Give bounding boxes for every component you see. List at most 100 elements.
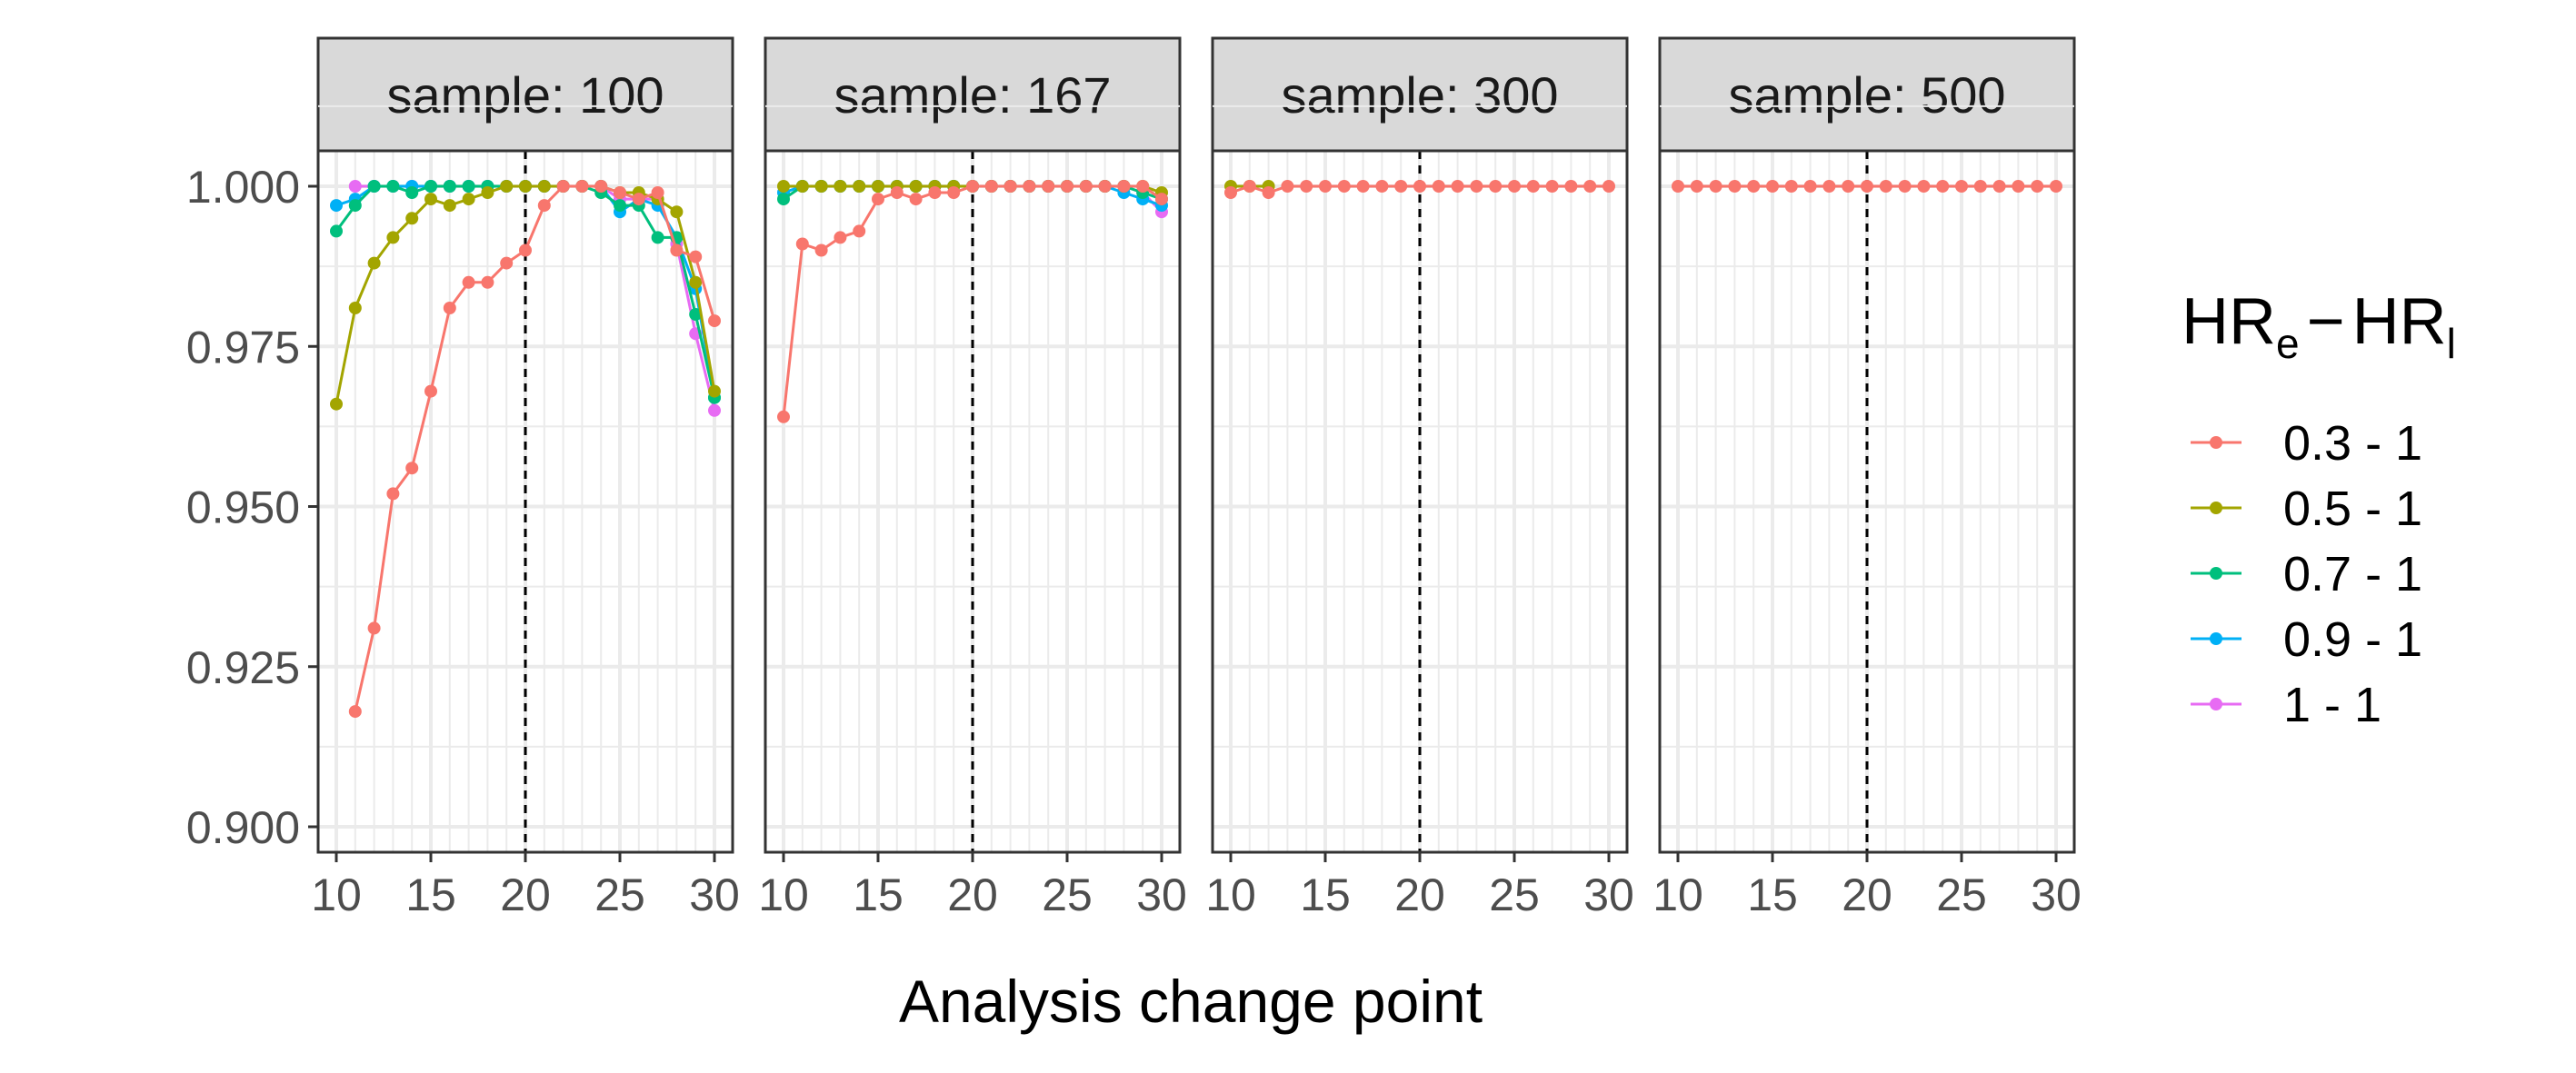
data-point <box>670 205 684 219</box>
x-tick-label: 10 <box>1205 869 1256 920</box>
data-point <box>1803 180 1817 193</box>
data-point <box>462 275 475 289</box>
data-point <box>795 237 809 251</box>
data-point <box>1992 180 2006 193</box>
data-point <box>386 180 400 193</box>
data-point <box>1023 180 1036 193</box>
data-point <box>984 180 998 193</box>
y-tick-label: 1.000 <box>186 162 300 213</box>
x-tick-label: 25 <box>594 869 645 920</box>
data-point <box>853 180 866 193</box>
data-point <box>1672 180 1684 193</box>
data-point <box>1842 180 1855 193</box>
x-tick-label: 25 <box>1489 869 1540 920</box>
data-point <box>708 314 721 328</box>
data-point <box>795 180 809 193</box>
panel-gridlines <box>1213 104 1627 852</box>
data-point <box>2031 180 2044 193</box>
data-point <box>1690 180 1703 193</box>
data-point <box>1003 180 1017 193</box>
legend-label: 0.5 - 1 <box>2283 482 2422 536</box>
data-point <box>367 256 381 270</box>
data-point <box>481 275 494 289</box>
legend-label: 0.9 - 1 <box>2283 612 2422 667</box>
series-0-3-1 <box>1672 180 2062 193</box>
legend-key-point <box>2210 436 2222 449</box>
x-tick-label: 10 <box>1652 869 1703 920</box>
data-point <box>1432 180 1445 193</box>
legend-item-0-3-1: 0.3 - 1 <box>2191 416 2422 471</box>
panel-strip <box>316 36 734 153</box>
data-point <box>814 180 828 193</box>
x-axis-ticks: 10 15 20 25 30 <box>311 852 740 920</box>
data-point <box>405 462 419 475</box>
legend-key-point <box>2210 698 2222 710</box>
data-point <box>1603 180 1615 193</box>
legend-key-point <box>2210 502 2222 514</box>
data-point <box>834 231 847 244</box>
panel-strip-label: sample: 167 <box>834 66 1111 124</box>
y-tick-label: 0.975 <box>186 322 300 373</box>
data-point <box>443 180 456 193</box>
data-point <box>556 180 570 193</box>
data-point <box>947 186 961 199</box>
data-point <box>537 180 551 193</box>
legend-items: 0.3 - 1 0.5 - 1 0.7 - 1 0.9 - 1 1 - 1 <box>2191 416 2422 732</box>
data-point <box>909 193 923 206</box>
legend-label: 1 - 1 <box>2283 678 2381 732</box>
data-point <box>386 487 400 501</box>
data-point <box>348 199 362 213</box>
data-point <box>1728 180 1742 193</box>
data-point <box>670 243 684 257</box>
data-point <box>1508 180 1521 193</box>
x-tick-label: 30 <box>689 869 740 920</box>
data-point <box>872 180 884 193</box>
series-0-3-1 <box>1224 180 1615 199</box>
data-point <box>777 193 790 206</box>
legend-item-0-9-1: 0.9 - 1 <box>2191 612 2422 667</box>
data-point <box>632 193 645 206</box>
data-point <box>1936 180 1950 193</box>
data-point <box>708 403 721 417</box>
data-point <box>500 256 514 270</box>
data-point <box>1300 180 1313 193</box>
data-point <box>462 180 475 193</box>
data-point <box>330 224 343 238</box>
data-point <box>1747 180 1761 193</box>
data-point <box>2050 180 2062 193</box>
x-tick-label: 20 <box>1394 869 1445 920</box>
data-point <box>594 180 608 193</box>
data-point <box>519 243 532 257</box>
data-point <box>1281 180 1294 193</box>
data-point <box>651 186 664 199</box>
panel-strip-label: sample: 300 <box>1281 66 1558 124</box>
data-point <box>386 231 400 244</box>
panels-layer: sample: 100 10 15 20 25 30 sample: 167 10 15 20 25… <box>311 36 2082 920</box>
data-point <box>689 250 703 263</box>
data-point <box>1583 180 1597 193</box>
x-tick-label: 10 <box>758 869 809 920</box>
legend-label: 0.7 - 1 <box>2283 547 2422 601</box>
data-point <box>367 621 381 635</box>
data-point <box>424 180 437 193</box>
series-0-3-1 <box>777 180 1168 423</box>
panel-3: sample: 300 10 15 20 25 30 <box>1205 36 1634 920</box>
data-point <box>1545 180 1559 193</box>
legend-item-0-7-1: 0.7 - 1 <box>2191 547 2422 601</box>
data-point <box>462 193 475 206</box>
data-point <box>890 186 904 199</box>
data-point <box>1526 180 1540 193</box>
x-tick-label: 25 <box>1936 869 1987 920</box>
y-tick-label: 0.950 <box>186 482 300 533</box>
data-point <box>519 180 532 193</box>
series-0-3-1 <box>348 180 721 719</box>
panel-2: sample: 167 10 15 20 25 30 <box>758 36 1187 920</box>
data-point <box>1564 180 1578 193</box>
x-tick-label: 30 <box>1136 869 1187 920</box>
legend-item-0-5-1: 0.5 - 1 <box>2191 482 2422 536</box>
data-point <box>405 212 419 225</box>
legend-item-1-1: 1 - 1 <box>2191 678 2381 732</box>
data-point <box>1098 180 1112 193</box>
data-point <box>1766 180 1779 193</box>
data-point <box>1394 180 1408 193</box>
